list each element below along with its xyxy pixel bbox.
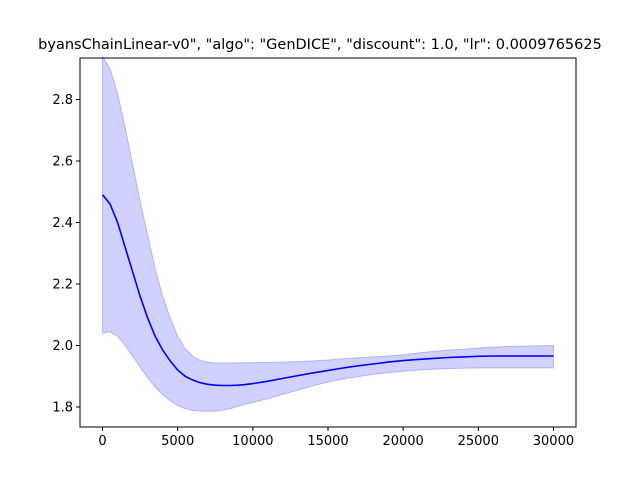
- y-tick-label: 2.0: [52, 339, 73, 354]
- x-tick-label: 0: [98, 434, 106, 449]
- y-tick-label: 1.8: [52, 401, 73, 416]
- x-tick-label: 10000: [232, 434, 273, 449]
- plot-area: [79, 54, 577, 428]
- y-axis: 1.8 2.0 2.2 2.4 2.6 2.8: [52, 93, 80, 416]
- x-tick-label: 25000: [458, 434, 499, 449]
- y-tick-label: 2.6: [52, 155, 73, 170]
- confidence-band: [102, 54, 554, 412]
- chart-title: byansChainLinear-v0", "algo": "GenDICE",…: [38, 37, 602, 53]
- x-axis: 0 5000 10000 15000 20000 25000 30000: [98, 427, 574, 449]
- x-tick-label: 30000: [533, 434, 574, 449]
- x-tick-label: 15000: [307, 434, 348, 449]
- y-tick-label: 2.4: [52, 216, 73, 231]
- plot-background: [80, 58, 576, 427]
- mean-line: [101, 194, 554, 387]
- x-tick-label: 20000: [382, 434, 423, 449]
- y-tick-label: 2.2: [52, 278, 73, 293]
- y-tick-label: 2.8: [52, 93, 73, 108]
- x-tick-label: 5000: [161, 434, 194, 449]
